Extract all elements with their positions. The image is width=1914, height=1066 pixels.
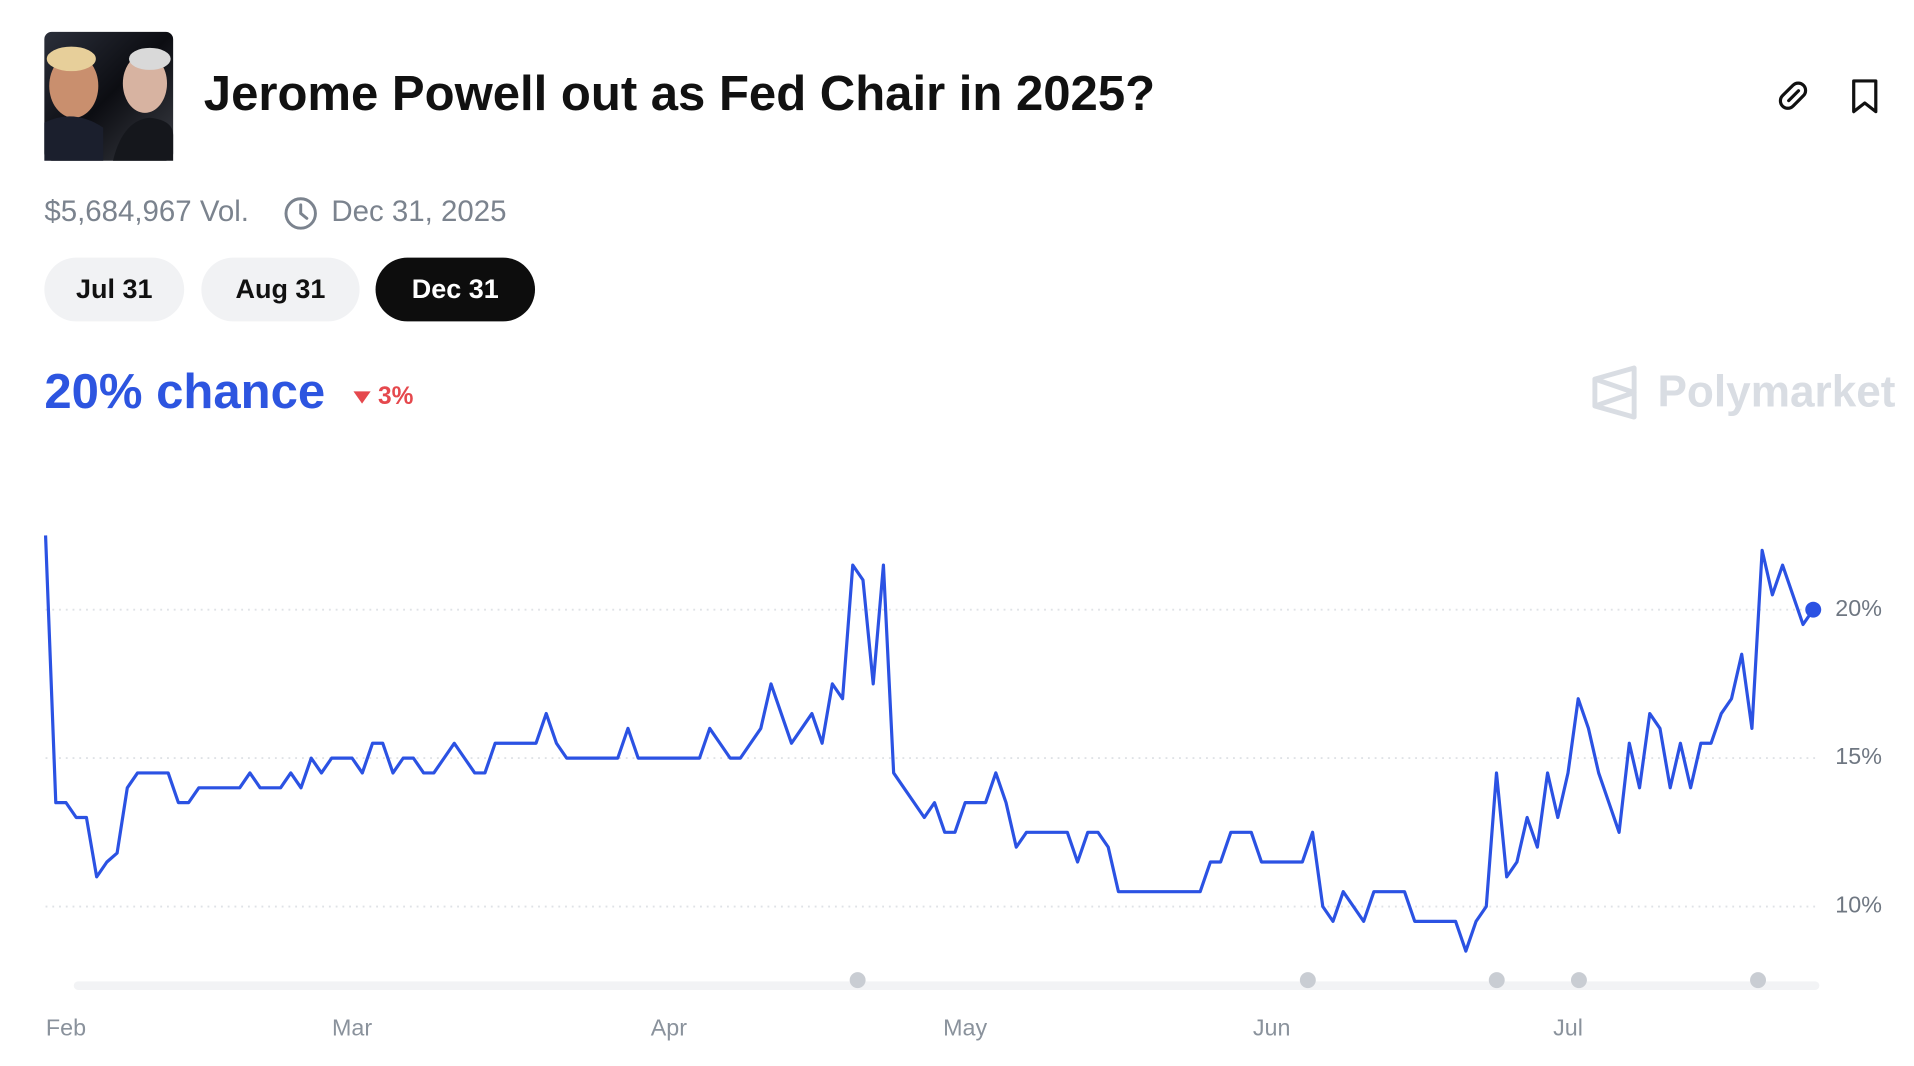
x-tick-label: Apr: [651, 1014, 687, 1040]
tab[interactable]: Jul 31: [44, 257, 185, 322]
clock-icon: [284, 197, 317, 230]
down-arrow: [353, 391, 371, 404]
volume: $5,684,967 Vol.: [44, 195, 249, 228]
y-tick-label: 10%: [1835, 892, 1882, 918]
timeline-track: [73, 981, 1820, 990]
brand: Polymarket: [1657, 368, 1895, 417]
tab-label[interactable]: Aug 31: [236, 274, 326, 304]
link-button[interactable]: [1778, 81, 1808, 110]
chance: 20% chance: [44, 365, 325, 419]
x-tick-label: Mar: [332, 1014, 372, 1040]
chart: 10% 15% 20% Feb Mar Apr May Jun Jul: [43, 535, 1882, 1040]
y-tick-label: 15%: [1835, 743, 1882, 769]
x-tick-label: Jun: [1253, 1014, 1291, 1040]
market-title: Jerome Powell out as Fed Chair in 2025?: [204, 67, 1155, 121]
tab-label[interactable]: Dec 31: [412, 274, 499, 304]
current-point: [1805, 601, 1822, 618]
change: 3%: [378, 383, 414, 410]
y-tick-label: 20%: [1835, 595, 1882, 621]
brand-logo: [1592, 365, 1637, 420]
tab[interactable]: Aug 31: [201, 257, 360, 322]
end-date: Dec 31, 2025: [331, 195, 506, 228]
thumbnail: [44, 31, 174, 161]
bookmark-button[interactable]: [1852, 79, 1878, 114]
x-tick-label: May: [943, 1014, 987, 1040]
price-line: [43, 535, 1815, 953]
tab-label[interactable]: Jul 31: [76, 274, 152, 304]
x-tick-label: Feb: [46, 1014, 86, 1040]
tab-selected[interactable]: Dec 31: [375, 257, 536, 322]
x-tick-label: Jul: [1553, 1014, 1583, 1040]
event-markers: [849, 972, 1767, 989]
